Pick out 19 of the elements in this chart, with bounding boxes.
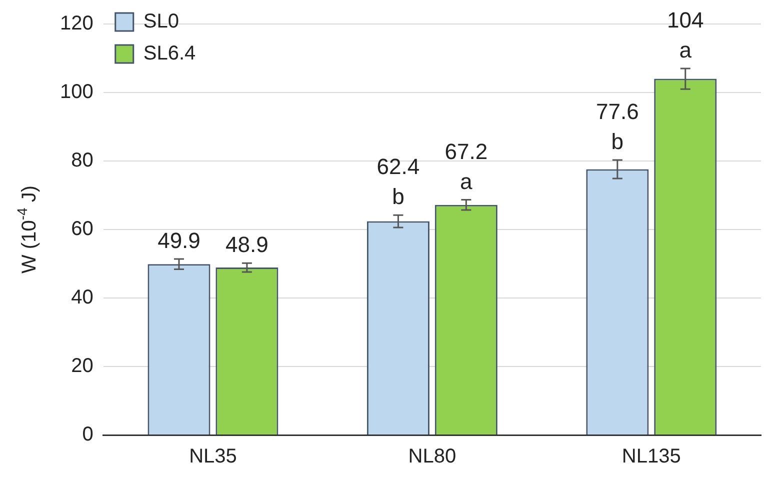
- y-tick-label: 80: [71, 150, 94, 172]
- y-tick-label: 20: [71, 355, 94, 378]
- data-label: 104 a: [667, 8, 704, 63]
- y-tick-label: 120: [60, 12, 94, 35]
- legend-label: SL0: [143, 10, 179, 33]
- y-tick-label: 40: [71, 286, 94, 309]
- y-tick-label: 100: [60, 81, 94, 104]
- data-label: 77.6 b: [596, 99, 639, 154]
- data-label: 67.2 a: [444, 138, 488, 194]
- y-tick-label: 0: [82, 424, 94, 446]
- x-tick-label: NL80: [408, 446, 456, 468]
- legend-label: SL6.4: [143, 42, 196, 65]
- x-tick-label: NL35: [189, 446, 237, 468]
- y-axis-title: W (10-4 J): [14, 185, 41, 274]
- y-tick-label: 60: [71, 218, 94, 240]
- data-label: 49.9: [158, 228, 200, 254]
- data-label: 48.9: [226, 232, 268, 258]
- x-tick-label: NL135: [622, 446, 681, 468]
- data-label: 62.4 b: [376, 154, 420, 210]
